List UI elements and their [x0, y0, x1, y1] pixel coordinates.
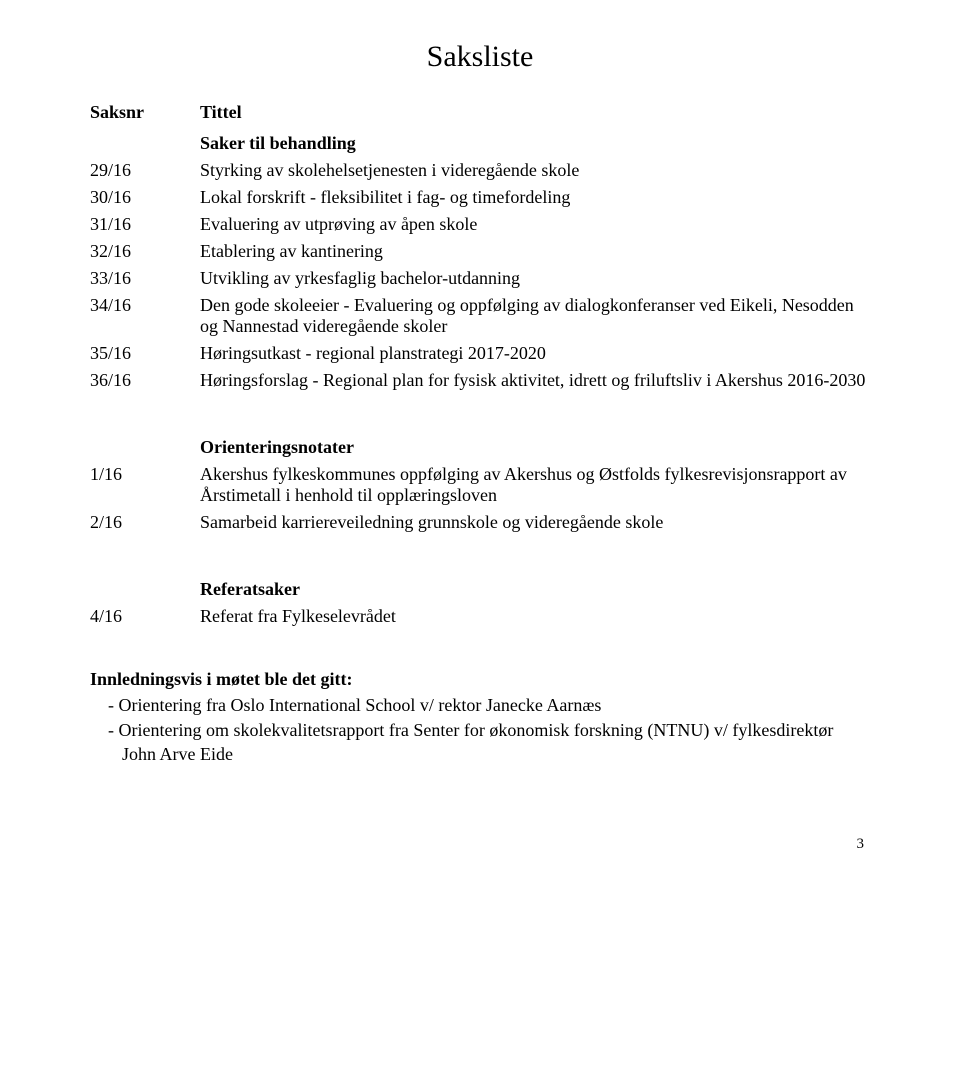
item-text: Utvikling av yrkesfaglig bachelor-utdann… [200, 268, 870, 289]
section-heading-row: Orienteringsnotater [90, 437, 870, 458]
list-item: 32/16 Etablering av kantinering [90, 241, 870, 262]
item-nr: 36/16 [90, 370, 200, 391]
item-nr: 1/16 [90, 464, 200, 485]
section-gap [90, 633, 870, 661]
list-item: 29/16 Styrking av skolehelsetjenesten i … [90, 160, 870, 181]
page-number: 3 [90, 836, 870, 853]
page-title: Saksliste [90, 40, 870, 74]
list-item: 2/16 Samarbeid karriereveiledning grunns… [90, 512, 870, 533]
item-nr: 33/16 [90, 268, 200, 289]
item-nr: 4/16 [90, 606, 200, 627]
section-heading-row: Saker til behandling [90, 133, 870, 154]
item-nr: 31/16 [90, 214, 200, 235]
item-text: Styrking av skolehelsetjenesten i videre… [200, 160, 870, 181]
item-nr: 30/16 [90, 187, 200, 208]
item-nr: 2/16 [90, 512, 200, 533]
item-text: Lokal forskrift - fleksibilitet i fag- o… [200, 187, 870, 208]
item-nr: 32/16 [90, 241, 200, 262]
item-text: Akershus fylkeskommunes oppfølging av Ak… [200, 464, 870, 506]
item-text: Høringsutkast - regional planstrategi 20… [200, 343, 870, 364]
list-item: 30/16 Lokal forskrift - fleksibilitet i … [90, 187, 870, 208]
item-text: Den gode skoleeier - Evaluering og oppfø… [200, 295, 870, 337]
section-heading: Referatsaker [200, 579, 870, 600]
item-text: Evaluering av utprøving av åpen skole [200, 214, 870, 235]
item-text: Referat fra Fylkeselevrådet [200, 606, 870, 627]
item-text: Høringsforslag - Regional plan for fysis… [200, 370, 870, 391]
item-nr: 35/16 [90, 343, 200, 364]
list-item: 35/16 Høringsutkast - regional planstrat… [90, 343, 870, 364]
column-headers: Saksnr Tittel [90, 102, 870, 123]
list-item: 33/16 Utvikling av yrkesfaglig bachelor-… [90, 268, 870, 289]
section-gap [90, 539, 870, 579]
item-text: Etablering av kantinering [200, 241, 870, 262]
page-container: Saksliste Saksnr Tittel Saker til behand… [0, 0, 960, 873]
item-text: Samarbeid karriereveiledning grunnskole … [200, 512, 870, 533]
header-saksnr: Saksnr [90, 102, 200, 123]
section-heading: Orienteringsnotater [200, 437, 870, 458]
list-item: 31/16 Evaluering av utprøving av åpen sk… [90, 214, 870, 235]
item-nr: 29/16 [90, 160, 200, 181]
list-item: 1/16 Akershus fylkeskommunes oppfølging … [90, 464, 870, 506]
list-item: 34/16 Den gode skoleeier - Evaluering og… [90, 295, 870, 337]
section-heading-row: Referatsaker [90, 579, 870, 600]
intro-line: - Orientering fra Oslo International Sch… [90, 694, 870, 717]
intro-block: Innledningsvis i møtet ble det gitt: - O… [90, 669, 870, 766]
header-tittel: Tittel [200, 102, 870, 123]
list-item: 36/16 Høringsforslag - Regional plan for… [90, 370, 870, 391]
intro-line: - Orientering om skolekvalitetsrapport f… [90, 719, 870, 766]
intro-title: Innledningsvis i møtet ble det gitt: [90, 669, 870, 690]
section-gap [90, 397, 870, 437]
section-heading: Saker til behandling [200, 133, 870, 154]
list-item: 4/16 Referat fra Fylkeselevrådet [90, 606, 870, 627]
item-nr: 34/16 [90, 295, 200, 316]
